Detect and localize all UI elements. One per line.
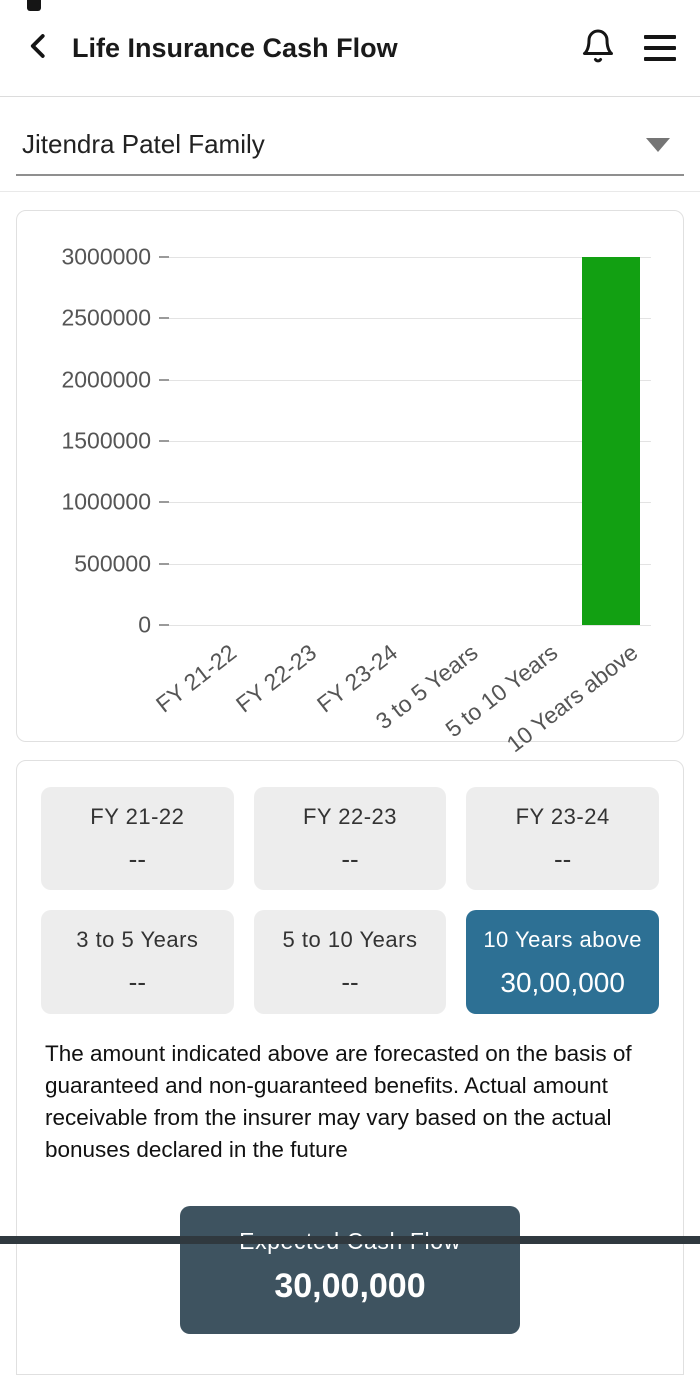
y-tick-label: 1000000 bbox=[61, 488, 151, 515]
y-tick-label: 2000000 bbox=[61, 366, 151, 393]
y-tick-mark bbox=[159, 501, 169, 504]
y-tick-mark bbox=[159, 440, 169, 442]
gridline bbox=[159, 501, 651, 504]
tile-fy-21-22[interactable]: FY 21-22 -- bbox=[41, 787, 234, 890]
gridline bbox=[159, 378, 651, 381]
tile-label: FY 21-22 bbox=[90, 804, 185, 829]
chart-bar bbox=[581, 257, 640, 625]
tile-value: -- bbox=[554, 844, 572, 874]
x-tick-label: FY 22-23 bbox=[231, 639, 322, 718]
menu-icon[interactable] bbox=[644, 31, 676, 65]
y-tick-label: 2500000 bbox=[61, 304, 151, 331]
gridline bbox=[159, 317, 651, 320]
chevron-left-icon bbox=[24, 31, 54, 66]
tile-value: -- bbox=[341, 967, 359, 997]
tile-value: -- bbox=[341, 844, 359, 874]
divider bbox=[0, 191, 700, 192]
header: Life Insurance Cash Flow bbox=[0, 0, 700, 97]
page-title: Life Insurance Cash Flow bbox=[72, 32, 398, 63]
caret-down-icon bbox=[646, 137, 670, 152]
tile-label: FY 22-23 bbox=[302, 804, 398, 829]
family-selector-dropdown[interactable]: Jitendra Patel Family bbox=[16, 97, 684, 176]
y-tick-label: 500000 bbox=[74, 550, 151, 577]
bell-icon[interactable] bbox=[580, 28, 616, 69]
tile-label: FY 23-24 bbox=[515, 804, 610, 829]
family-selector-value: Jitendra Patel Family bbox=[22, 129, 265, 159]
x-tick-label: FY 21-22 bbox=[150, 639, 242, 718]
chart-plot: 0 500000 1000000 1500000 2000000 2500000 30000… bbox=[61, 244, 651, 757]
tile-3-to-5-years[interactable]: 3 to 5 Years -- bbox=[41, 910, 234, 1014]
bottom-bar bbox=[0, 1236, 700, 1244]
y-tick-label: 0 bbox=[138, 611, 151, 638]
gridline bbox=[159, 562, 651, 565]
tile-5-to-10-years[interactable]: 5 to 10 Years -- bbox=[253, 910, 447, 1014]
y-tick-mark bbox=[159, 624, 169, 626]
summary-tiles-grid: FY 21-22 -- FY 22-23 -- FY 23-24 -- 3 to… bbox=[17, 761, 683, 1014]
expected-cash-flow-card: Expected Cash Flow 30,00,000 bbox=[180, 1205, 520, 1334]
status-bar-artifact bbox=[27, 0, 41, 11]
gridline bbox=[159, 440, 651, 442]
tile-value: 30,00,000 bbox=[500, 967, 625, 998]
tile-label: 3 to 5 Years bbox=[76, 927, 199, 952]
summary-card: FY 21-22 -- FY 22-23 -- FY 23-24 -- 3 to… bbox=[16, 760, 684, 1375]
tile-value: -- bbox=[128, 844, 146, 874]
tile-fy-23-24[interactable]: FY 23-24 -- bbox=[466, 787, 659, 890]
back-button[interactable] bbox=[24, 31, 54, 66]
y-tick-label: 3000000 bbox=[61, 243, 151, 270]
y-tick-mark bbox=[159, 562, 169, 565]
disclaimer-text: The amount indicated above are forecaste… bbox=[45, 1041, 632, 1162]
tile-value: -- bbox=[128, 967, 146, 997]
gridline bbox=[159, 624, 651, 626]
cash-flow-chart-card: 0 500000 1000000 1500000 2000000 2500000 30000… bbox=[16, 210, 684, 757]
y-tick-mark bbox=[159, 317, 169, 320]
tile-label: 10 Years above bbox=[483, 927, 643, 952]
tile-label: 5 to 10 Years bbox=[282, 927, 418, 952]
tile-10-years-above[interactable]: 10 Years above 30,00,000 bbox=[466, 910, 659, 1014]
y-tick-mark bbox=[159, 378, 169, 381]
gridline bbox=[159, 256, 651, 258]
expected-cash-flow-value: 30,00,000 bbox=[274, 1266, 426, 1305]
header-actions bbox=[580, 28, 676, 69]
y-tick-mark bbox=[159, 256, 169, 258]
y-tick-label: 1500000 bbox=[61, 427, 151, 454]
tile-fy-22-23[interactable]: FY 22-23 -- bbox=[253, 787, 447, 890]
